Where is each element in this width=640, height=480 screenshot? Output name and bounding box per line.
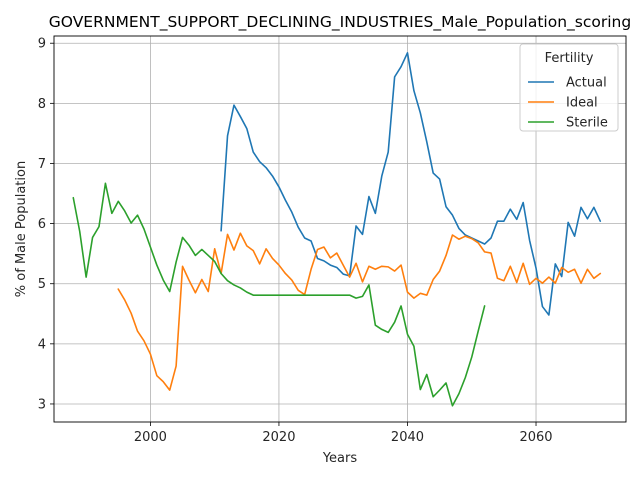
y-axis-label: % of Male Population [14, 161, 29, 297]
legend-label-ideal: Ideal [566, 96, 598, 111]
y-tick-label: 5 [38, 277, 46, 292]
y-tick-label: 4 [38, 337, 46, 352]
y-tick-label: 3 [38, 397, 46, 412]
y-tick-label: 8 [38, 97, 46, 112]
x-tick-label: 2020 [262, 430, 295, 445]
legend-label-sterile: Sterile [566, 116, 608, 131]
legend: Fertility Actual Ideal Sterile [520, 44, 618, 131]
y-tick-label: 9 [38, 37, 46, 52]
x-tick-label: 2060 [519, 430, 552, 445]
y-tick-label: 7 [38, 157, 46, 172]
legend-title: Fertility [545, 51, 594, 66]
x-tick-label: 2040 [391, 430, 424, 445]
legend-label-actual: Actual [566, 76, 607, 91]
chart-title: GOVERNMENT_SUPPORT_DECLINING_INDUSTRIES_… [49, 13, 631, 32]
x-axis-label: Years [322, 451, 358, 466]
x-tick-label: 2000 [134, 430, 167, 445]
y-tick-label: 6 [38, 217, 46, 232]
